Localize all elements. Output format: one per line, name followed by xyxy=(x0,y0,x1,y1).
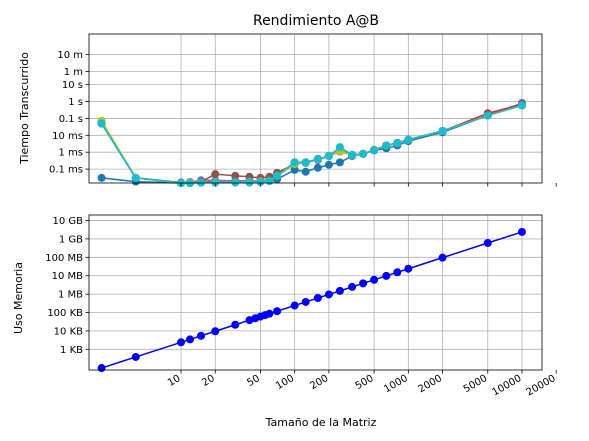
data-point xyxy=(313,154,322,163)
y-tick-label: 1 s xyxy=(68,97,83,108)
y-tick-label: 10 KB xyxy=(54,326,83,337)
y-tick-label: 0.1 s xyxy=(59,114,83,125)
data-point xyxy=(348,282,357,291)
data-point xyxy=(359,279,368,288)
y-tick-label: 10 m xyxy=(57,50,83,61)
y-tick-label: 100 KB xyxy=(47,308,83,319)
top-y-axis-label: Tiempo Transcurrido xyxy=(18,52,31,165)
data-point xyxy=(313,163,322,172)
data-point xyxy=(335,158,344,167)
chart-title: Rendimiento A@B xyxy=(253,13,379,29)
data-point xyxy=(359,149,368,158)
data-point xyxy=(131,352,140,361)
grid-lines xyxy=(89,215,542,370)
data-point xyxy=(370,275,379,284)
data-point xyxy=(131,173,140,182)
data-point xyxy=(404,264,413,273)
data-point xyxy=(290,165,299,174)
data-point xyxy=(301,158,310,167)
data-point xyxy=(211,170,220,179)
data-point xyxy=(438,127,447,136)
data-point xyxy=(313,294,322,303)
data-point xyxy=(265,309,274,318)
y-tick-label: 1 m xyxy=(64,67,83,78)
data-point xyxy=(324,290,333,299)
data-point xyxy=(348,150,357,159)
data-point xyxy=(97,119,106,128)
series-9 xyxy=(97,101,526,187)
data-point xyxy=(393,139,402,148)
data-point xyxy=(382,271,391,280)
y-tick-label: 10 ms xyxy=(52,131,83,142)
data-point xyxy=(186,335,195,344)
y-tick-label: 10 GB xyxy=(52,216,83,227)
data-point xyxy=(301,297,310,306)
data-point xyxy=(324,151,333,160)
series-0 xyxy=(97,227,526,373)
data-point xyxy=(370,146,379,155)
x-axis-label: Tamaño de la Matriz xyxy=(265,416,377,429)
y-tick-label: 1 KB xyxy=(60,345,83,356)
data-point xyxy=(301,167,310,176)
y-tick-label: 10 MB xyxy=(52,271,84,282)
top-panel-elapsed-time: 0.1 ms 1 ms 10 ms 0.1 s 1 s 10 s 1 m 10 m xyxy=(49,33,557,187)
data-point xyxy=(404,135,413,144)
data-point xyxy=(231,171,240,180)
data-point xyxy=(231,320,240,329)
data-point xyxy=(265,176,274,185)
data-point xyxy=(324,160,333,169)
data-point xyxy=(335,143,344,152)
data-point xyxy=(517,101,526,110)
data-point xyxy=(290,301,299,310)
y-tick-label: 1 GB xyxy=(59,234,83,245)
data-point xyxy=(211,178,220,187)
data-point xyxy=(483,239,492,248)
data-point xyxy=(483,111,492,120)
data-point xyxy=(211,327,220,336)
data-point xyxy=(177,338,186,347)
data-point xyxy=(197,178,206,187)
axes-frame xyxy=(88,214,543,371)
y-tick-label: 0.1 ms xyxy=(49,165,83,176)
data-point xyxy=(273,171,282,180)
axes-frame xyxy=(88,33,543,184)
data-point xyxy=(256,178,265,187)
data-point xyxy=(517,227,526,236)
data-point xyxy=(382,141,391,150)
y-tick-label: 1 MB xyxy=(58,290,83,301)
bottom-y-axis-label: Uso Memoria xyxy=(12,262,25,334)
y-tick-label: 10 s xyxy=(62,80,83,91)
data-point xyxy=(231,178,240,187)
data-point xyxy=(393,268,402,277)
data-point xyxy=(97,173,106,182)
y-tick-label: 100 MB xyxy=(45,253,83,264)
data-point xyxy=(97,364,106,373)
data-point xyxy=(335,286,344,295)
data-point xyxy=(290,158,299,167)
data-point xyxy=(245,178,254,187)
data-point xyxy=(273,307,282,316)
y-tick-label: 1 ms xyxy=(59,148,84,159)
data-point xyxy=(438,253,447,262)
data-point xyxy=(197,331,206,340)
